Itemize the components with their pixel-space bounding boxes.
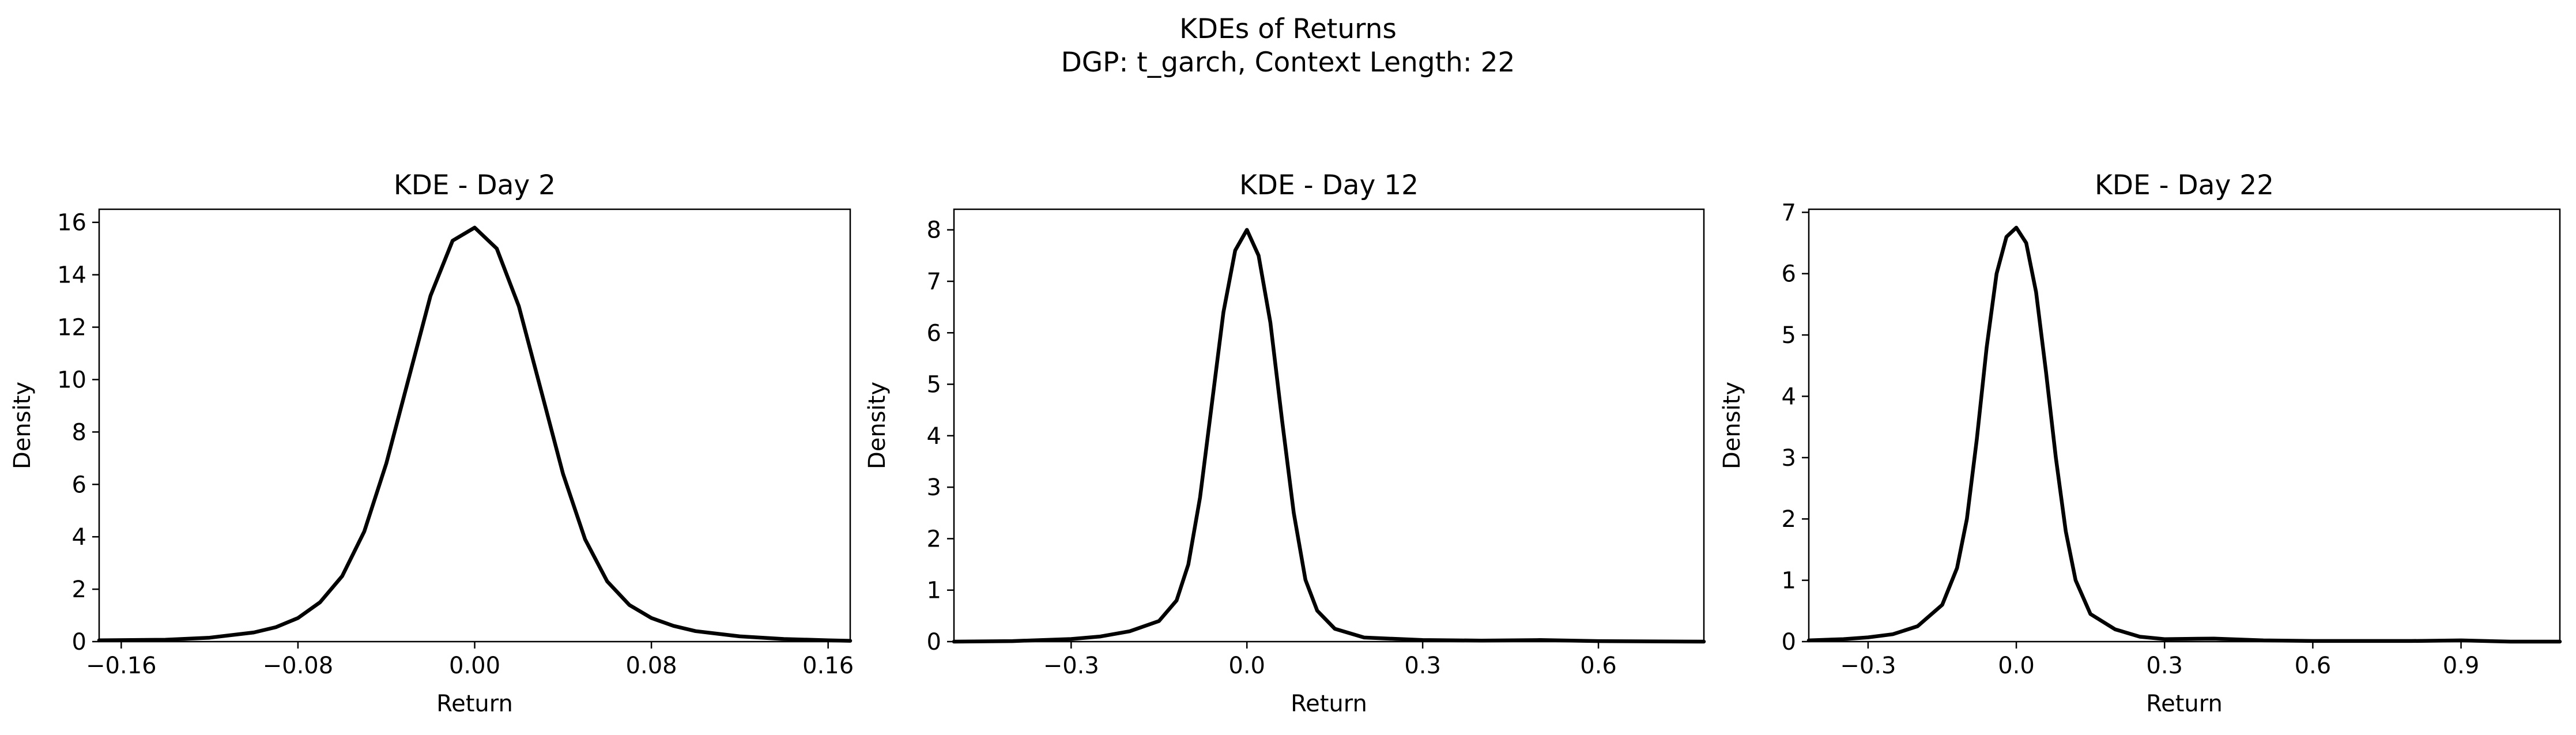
x-tick-label: −0.3: [1840, 653, 1896, 679]
figure-title-line-2: DGP: t_garch, Context Length: 22: [1061, 47, 1515, 78]
y-tick-label: 6: [1782, 261, 1796, 288]
y-tick-label: 7: [927, 269, 941, 295]
y-tick-label: 5: [1782, 322, 1796, 349]
panel-title: KDE - Day 22: [2095, 169, 2274, 201]
kde-curve: [97, 225, 853, 643]
y-tick-label: 2: [72, 576, 86, 603]
y-tick-label: 7: [1782, 199, 1796, 226]
y-tick-label: 4: [927, 423, 941, 450]
y-tick-label: 12: [57, 315, 86, 341]
x-tick-label: −0.08: [263, 653, 334, 679]
x-axis-label: Return: [2146, 691, 2223, 717]
kde-panel-2: −0.3 0.0 0.3 0.6 0 1 2 3 4 5 6 7 8 KDE - Day 12 Return…: [864, 169, 1706, 717]
y-tick-label: 0: [72, 629, 86, 655]
y-tick-label: 2: [1782, 506, 1796, 533]
x-tick-label: 0.9: [2443, 653, 2480, 679]
panel-title: KDE - Day 2: [394, 169, 556, 201]
x-tick-label: −0.16: [86, 653, 157, 679]
y-tick-label: 0: [927, 629, 941, 655]
y-tick-label: 4: [72, 524, 86, 551]
panel-title: KDE - Day 12: [1239, 169, 1419, 201]
y-tick-label: 2: [927, 526, 941, 552]
y-tick-label: 4: [1782, 383, 1796, 410]
y-tick-label: 1: [927, 578, 941, 604]
x-tick-label: 0.3: [2146, 653, 2183, 679]
x-tick-label: 0.0: [1228, 653, 1265, 679]
figure-title-line-1: KDEs of Returns: [1179, 13, 1397, 45]
y-tick-label: 3: [927, 474, 941, 501]
axes-frame: [1808, 208, 2561, 643]
kde-curve: [952, 228, 1706, 644]
x-tick-label: 0.3: [1404, 653, 1441, 679]
x-tick-label: 0.0: [1998, 653, 2035, 679]
y-tick-label: 3: [1782, 445, 1796, 472]
kde-panel-1: −0.16 −0.08 0.00 0.08 0.16 0 2 4 6 8 10 12 14 16 KDE -…: [9, 169, 854, 717]
y-tick-label: 14: [57, 262, 86, 289]
x-tick-label: 0.00: [449, 653, 500, 679]
y-axis-label: Density: [864, 382, 891, 469]
y-tick-label: 0: [1782, 629, 1796, 655]
figure-title: KDEs of Returns DGP: t_garch, Context Le…: [0, 13, 2576, 80]
x-tick-label: 0.6: [2295, 653, 2332, 679]
y-tick-label: 5: [927, 372, 941, 398]
x-axis-label: Return: [436, 691, 513, 717]
y-tick-label: 8: [927, 217, 941, 244]
y-axis-label: Density: [1719, 382, 1745, 469]
x-tick-label: −0.3: [1043, 653, 1099, 679]
x-tick-label: 0.08: [626, 653, 677, 679]
y-tick-label: 6: [72, 472, 86, 498]
y-tick-label: 1: [1782, 568, 1796, 594]
x-tick-label: 0.16: [802, 653, 854, 679]
axes-frame: [953, 208, 1705, 643]
y-axis-label: Density: [9, 382, 36, 469]
x-axis-label: Return: [1291, 691, 1367, 717]
y-tick-label: 16: [57, 210, 86, 236]
axes-frame: [98, 208, 851, 643]
kde-panel-3: −0.3 0.0 0.3 0.6 0.9 0 1 2 3 4 5 6 7 KDE - Day 22 Retu…: [1719, 169, 2562, 717]
y-tick-label: 8: [72, 419, 86, 446]
kde-curve: [1806, 225, 2562, 644]
y-tick-label: 6: [927, 320, 941, 346]
x-tick-label: 0.6: [1580, 653, 1617, 679]
y-tick-label: 10: [57, 367, 86, 393]
